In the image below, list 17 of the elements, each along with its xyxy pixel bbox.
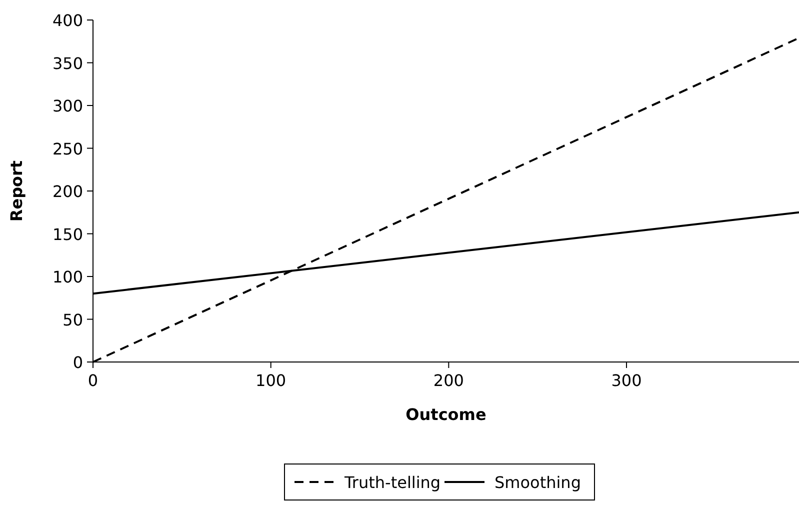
x-tick-label: 300 xyxy=(611,371,642,390)
x-axis-title: Outcome xyxy=(406,405,486,424)
y-tick-label: 150 xyxy=(52,224,83,244)
x-tick-label: 0 xyxy=(88,371,98,390)
y-tick-label: 100 xyxy=(52,268,83,286)
y-tick-label: 300 xyxy=(52,96,83,116)
y-axis-title: Report xyxy=(7,160,26,222)
y-tick-label: 0 xyxy=(72,353,83,372)
y-tick-label: 250 xyxy=(52,139,83,158)
x-tick-label: 100 xyxy=(256,371,286,390)
x-tick-label: 200 xyxy=(433,371,464,390)
legend-label: Smoothing xyxy=(494,473,581,492)
y-tick-label: 350 xyxy=(52,54,83,73)
y-tick-label: 200 xyxy=(52,182,83,201)
legend-label: Truth-telling xyxy=(344,473,441,492)
y-tick-label: 50 xyxy=(62,310,83,330)
y-tick-label: 400 xyxy=(52,11,83,30)
